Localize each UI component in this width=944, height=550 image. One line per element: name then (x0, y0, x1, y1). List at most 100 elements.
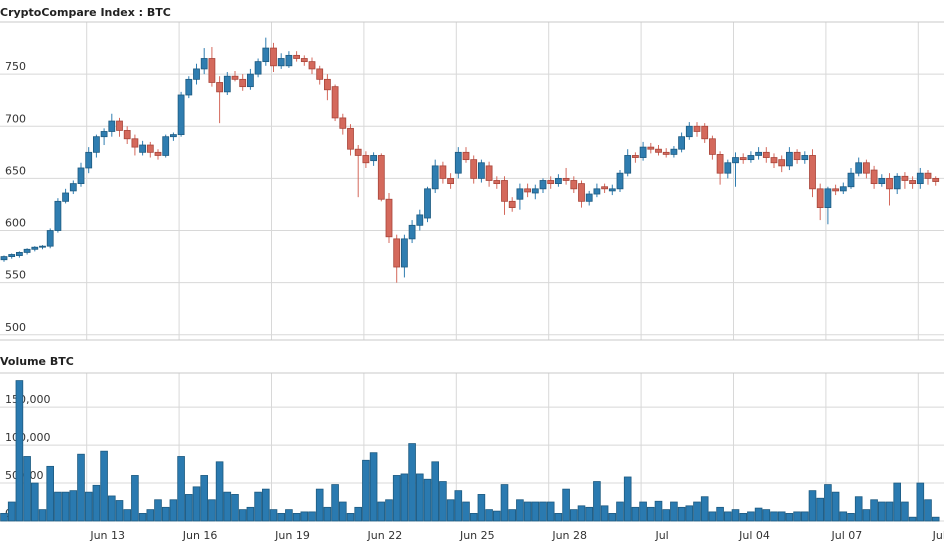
candle-body (31, 246, 39, 250)
y-tick-label: 550 (5, 269, 26, 282)
x-tick-label: Jun 13 (89, 529, 125, 542)
volume-bar (754, 507, 763, 522)
volume-bar (654, 500, 663, 522)
candle-body (501, 180, 508, 202)
candle-body (539, 180, 547, 190)
volume-bar (500, 484, 509, 522)
volume-bar (893, 482, 901, 522)
candle-body (839, 186, 847, 192)
volume-bar (808, 490, 817, 522)
candle-body (177, 94, 185, 136)
candle-body (793, 151, 801, 161)
candle-body (385, 198, 393, 238)
volume-bar (516, 499, 524, 522)
volume-bar (108, 495, 116, 522)
volume-bar (608, 513, 617, 522)
candle-body (208, 58, 216, 83)
volume-bar (200, 475, 209, 522)
candle-body (416, 214, 424, 226)
volume-bar (816, 497, 824, 522)
volume-bar (824, 484, 832, 522)
candle-body (169, 134, 177, 138)
volume-bar (115, 500, 124, 522)
candle-body (408, 224, 416, 240)
volume-bar (554, 513, 563, 522)
volume-bar (100, 450, 108, 522)
candle-body (709, 138, 716, 155)
candle-body (339, 117, 347, 129)
volume-bar (924, 499, 932, 522)
volume-bar (785, 513, 794, 522)
candle-body (724, 162, 732, 174)
candle-body (8, 254, 16, 257)
candle-body (270, 47, 277, 67)
candle-body (762, 151, 770, 158)
volume-bar (854, 496, 863, 522)
volume-bar (562, 488, 570, 522)
volume-bar (716, 506, 724, 522)
candle-body (485, 165, 493, 181)
volume-bar (184, 494, 193, 522)
candle-body (69, 183, 77, 192)
volume-bar (154, 499, 162, 522)
volume-bar (46, 465, 54, 522)
volume-bar (231, 494, 239, 522)
candle-body (347, 127, 354, 150)
candle-body (816, 188, 824, 208)
volume-bar (700, 496, 709, 522)
candle-body (878, 177, 886, 185)
candle-body (608, 188, 616, 192)
candle-body (424, 188, 431, 219)
candle-body (15, 252, 23, 256)
candle-body (462, 151, 470, 161)
volume-bar (92, 484, 101, 522)
volume-bar (762, 509, 771, 522)
volume-bar (254, 491, 262, 522)
candle-body (685, 125, 693, 138)
candle-body (316, 68, 324, 80)
candle-body (555, 177, 562, 185)
volume-bar (600, 505, 609, 522)
candle-body (578, 183, 585, 202)
volume-bar (84, 491, 93, 522)
candle-body (54, 200, 62, 231)
candle-body (855, 162, 863, 174)
volume-bar (61, 491, 70, 522)
volume-bar (916, 482, 925, 522)
volume-bar (731, 509, 740, 522)
candle-body (901, 175, 909, 181)
volume-bar (169, 499, 178, 522)
candle-body (755, 151, 762, 156)
candle-body (154, 151, 162, 156)
volume-bar (408, 443, 416, 522)
candle-body (732, 157, 739, 164)
candle-body (639, 146, 647, 158)
candle-body (616, 172, 624, 190)
volume-bar (577, 505, 586, 522)
volume-bar (593, 481, 601, 522)
candle-body (693, 125, 701, 132)
candle-body (477, 162, 485, 179)
volume-bar (15, 380, 24, 522)
candle-body (662, 151, 670, 155)
candle-body (870, 169, 878, 185)
candle-body (824, 188, 832, 208)
candle-body (909, 180, 916, 185)
candle-body (431, 165, 439, 190)
candle-body (624, 155, 632, 174)
volume-bar (708, 511, 717, 522)
volume-bar (246, 506, 255, 522)
x-tick-label: Jul 04 (738, 529, 770, 542)
y-tick-label: 650 (5, 164, 26, 177)
candle-body (470, 159, 478, 179)
volume-bar (770, 511, 778, 522)
candle-body (400, 238, 408, 268)
volume-bar (331, 484, 339, 522)
volume-bar (285, 509, 293, 522)
y-tick-label: 600 (5, 217, 26, 230)
candle-body (108, 120, 116, 132)
candle-body (524, 188, 531, 193)
volume-bar (138, 513, 147, 522)
volume-bar (901, 501, 909, 522)
